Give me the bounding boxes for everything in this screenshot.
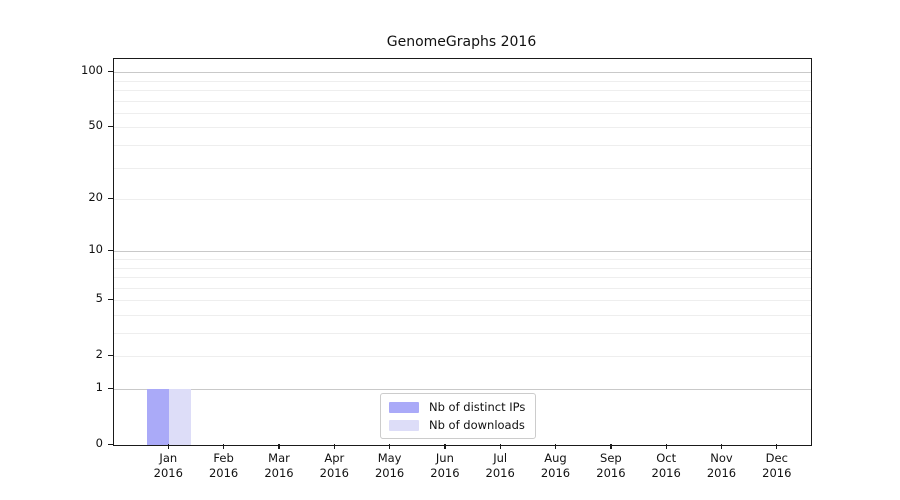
x-tick-label: Dec 2016 xyxy=(762,451,792,480)
y-tick-label: 1 xyxy=(95,380,103,394)
x-tick-label: Jan 2016 xyxy=(153,451,183,480)
gridline-minor xyxy=(114,333,811,334)
x-tick-mark xyxy=(444,444,446,449)
gridline-minor xyxy=(114,80,811,82)
gridline-major xyxy=(114,251,811,253)
bar-distinct-ips xyxy=(147,389,170,445)
legend: Nb of distinct IPs Nb of downloads xyxy=(380,393,537,439)
legend-swatch xyxy=(389,419,419,431)
gridline-minor xyxy=(114,267,811,269)
y-tick-label: 100 xyxy=(81,63,103,78)
gridline-minor xyxy=(114,287,811,289)
gridline-minor xyxy=(114,145,811,147)
x-tick-label: May 2016 xyxy=(374,451,405,480)
y-tick-label: 50 xyxy=(88,118,103,133)
x-tick-mark xyxy=(776,444,778,449)
gridline-minor xyxy=(114,300,811,302)
x-tick-mark xyxy=(333,444,335,449)
y-tick-label: 0 xyxy=(95,436,103,450)
gridline-minor xyxy=(114,277,811,278)
legend-swatch xyxy=(389,401,419,413)
gridline-minor xyxy=(114,315,811,316)
gridline-minor xyxy=(114,90,811,92)
bar-downloads xyxy=(169,389,192,445)
gridline-minor xyxy=(114,259,811,260)
legend-label: Nb of distinct IPs xyxy=(429,400,526,414)
gridline-major xyxy=(114,389,811,390)
gridline-major xyxy=(114,72,811,74)
plot-area: Nb of distinct IPs Nb of downloads xyxy=(113,58,812,446)
y-tick-label: 20 xyxy=(88,190,103,205)
gridline-minor xyxy=(114,113,811,114)
x-tick-label: Jul 2016 xyxy=(485,451,515,480)
x-tick-mark xyxy=(665,444,667,449)
x-tick-mark xyxy=(278,444,280,449)
gridline-minor xyxy=(114,127,811,129)
gridline-minor xyxy=(114,199,811,201)
x-tick-mark xyxy=(720,444,723,449)
x-tick-label: Oct 2016 xyxy=(651,451,681,480)
x-tick-mark xyxy=(499,444,501,449)
y-tick-label: 2 xyxy=(95,347,103,362)
y-tick-label: 5 xyxy=(95,291,103,306)
x-tick-mark xyxy=(610,444,612,449)
x-tick-mark xyxy=(167,444,169,449)
y-tick-mark xyxy=(108,70,113,72)
x-tick-mark xyxy=(554,444,557,449)
y-tick-mark xyxy=(108,197,113,199)
x-tick-label: Aug 2016 xyxy=(540,451,571,480)
x-tick-label: Jun 2016 xyxy=(430,451,460,480)
x-tick-label: Sep 2016 xyxy=(596,451,626,480)
y-tick-mark xyxy=(108,125,113,128)
y-tick-mark xyxy=(108,387,113,389)
gridline-minor xyxy=(114,100,811,102)
x-tick-label: Feb 2016 xyxy=(208,451,239,480)
y-tick-mark xyxy=(108,443,113,445)
legend-item: Nb of downloads xyxy=(389,418,525,432)
gridline-minor xyxy=(114,167,811,169)
y-tick-mark xyxy=(108,354,113,357)
y-tick-mark xyxy=(108,298,113,301)
x-tick-mark xyxy=(223,444,225,449)
x-tick-label: Mar 2016 xyxy=(264,451,294,480)
gridline-minor xyxy=(114,356,811,358)
y-tick-label: 10 xyxy=(88,242,103,257)
legend-label: Nb of downloads xyxy=(429,418,525,432)
x-tick-mark xyxy=(389,444,391,449)
y-tick-mark xyxy=(108,249,113,252)
x-tick-label: Nov 2016 xyxy=(706,451,737,480)
x-tick-label: Apr 2016 xyxy=(319,451,349,480)
chart-title: GenomeGraphs 2016 xyxy=(386,34,537,50)
legend-item: Nb of distinct IPs xyxy=(389,400,525,414)
